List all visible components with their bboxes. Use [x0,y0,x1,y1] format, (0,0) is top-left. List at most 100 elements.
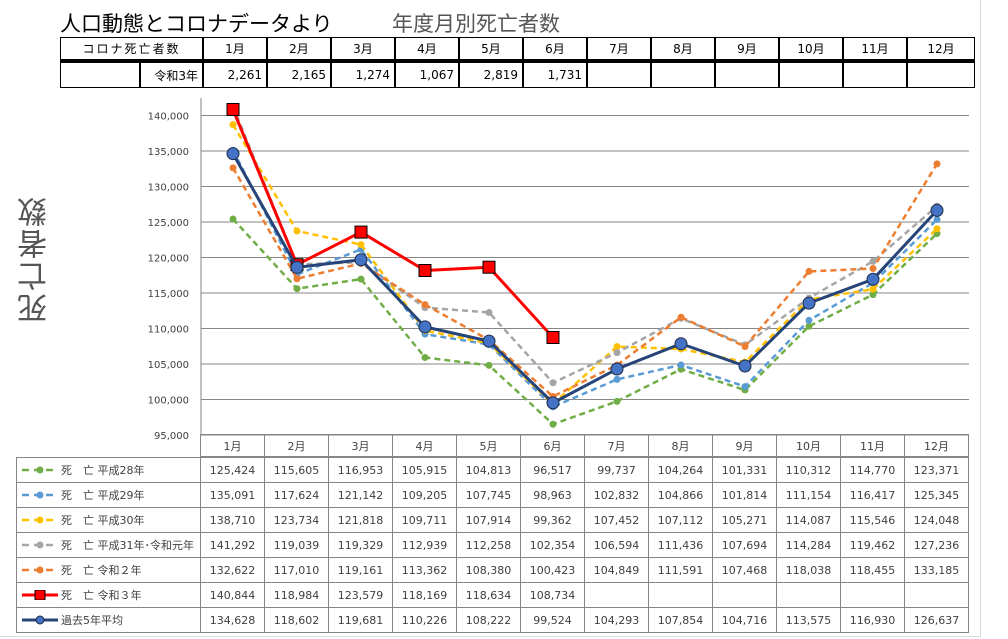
data-point-circle [805,267,813,275]
data-point-circle [869,291,877,299]
data-value-cell: 138,710 [200,507,265,533]
covid-value-cell [715,62,779,88]
data-value-cell: 109,711 [392,507,457,533]
data-value-cell: 123,579 [328,582,393,608]
data-point-circle [805,316,813,324]
legend-entry: 死 亡 令和３年 [16,582,201,608]
covid-value-cell: 1,067 [395,62,459,88]
series-line-3 [231,105,938,385]
data-value-cell [712,582,777,608]
covid-month-header: 11月 [843,37,907,62]
data-value-cell: 119,329 [328,532,393,558]
data-point-circle [933,160,941,168]
covid-month-header: 12月 [907,37,975,62]
x-tick-label: 3月 [328,434,393,457]
covid-value-cell [587,62,651,88]
data-point-circle [741,342,749,350]
data-value-cell [840,582,905,608]
data-value-cell: 119,161 [328,557,393,583]
data-value-cell: 106,594 [584,532,649,558]
data-point-circle [613,349,621,357]
data-value-cell: 99,362 [520,507,585,533]
series-line-4 [231,163,939,398]
data-value-cell: 133,185 [904,557,969,583]
covid-month-header: 2月 [267,37,331,62]
data-value-cell: 107,452 [584,507,649,533]
covid-month-header: 5月 [459,37,523,62]
data-point-circle [869,285,877,293]
legend-key-icon [22,590,58,600]
data-point-circle [549,420,557,428]
data-point-circle [418,320,432,334]
data-point-circle [290,260,304,274]
legend-label: 死 亡 平成30年 [61,514,145,527]
data-value-cell: 119,039 [264,532,329,558]
legend-key-icon [22,566,58,574]
x-tick-label: 9月 [712,434,777,457]
data-point-circle [869,257,877,265]
covid-table-empty-cell [60,62,140,88]
data-value-cell: 104,849 [584,557,649,583]
legend-key-icon [22,516,58,524]
data-value-cell: 125,345 [904,482,969,508]
legend-label: 死 亡 令和３年 [61,589,142,602]
data-point-circle [293,285,301,293]
chart-subtitle: 年度月別死亡者数 [392,12,560,36]
data-point-square [354,225,368,239]
legend-entry: 死 亡 平成29年 [16,482,201,508]
legend-label: 死 亡 令和２年 [61,564,142,577]
data-point-circle [421,301,429,309]
x-tick-label: 2月 [264,434,329,457]
legend-entry: 過去5年平均 [16,607,201,633]
covid-value-cell: 1,274 [331,62,395,88]
x-tick-label: 1月 [200,434,265,457]
data-point-circle [738,359,752,373]
data-value-cell: 98,963 [520,482,585,508]
data-point-circle [357,241,365,249]
data-value-cell: 115,605 [264,457,329,483]
data-value-cell: 116,930 [840,607,905,633]
covid-value-cell [843,62,907,88]
y-tick-label: 140,000 [148,112,189,123]
page-title: 人口動態とコロナデータより [60,12,333,36]
data-value-cell: 100,423 [520,557,585,583]
data-value-cell: 117,624 [264,482,329,508]
data-point-circle [674,337,688,351]
data-point-circle [421,354,429,362]
data-point-circle [805,322,813,330]
legend-key-icon [22,615,58,625]
data-point-circle [357,275,365,283]
data-value-cell: 111,154 [776,482,841,508]
x-tick-label: 10月 [776,434,841,457]
data-value-cell: 107,914 [456,507,521,533]
data-value-cell: 118,634 [456,582,521,608]
data-value-cell: 111,436 [648,532,713,558]
data-value-cell: 96,517 [520,457,585,483]
data-value-cell: 108,222 [456,607,521,633]
data-value-cell: 118,169 [392,582,457,608]
data-value-cell: 123,371 [904,457,969,483]
data-value-cell: 107,854 [648,607,713,633]
covid-value-cell: 1,731 [523,62,587,88]
data-value-cell: 105,915 [392,457,457,483]
data-point-circle [930,203,944,217]
data-value-cell: 124,048 [904,507,969,533]
data-value-cell [648,582,713,608]
data-point-circle [866,272,880,286]
data-value-cell: 99,524 [520,607,585,633]
data-point-circle [933,225,941,233]
data-value-cell: 113,362 [392,557,457,583]
data-value-cell: 115,546 [840,507,905,533]
legend-key-icon [22,466,58,474]
data-value-cell: 104,264 [648,457,713,483]
y-tick-label: 125,000 [148,218,189,229]
y-tick-label: 110,000 [148,325,189,336]
x-tick-label: 6月 [520,434,585,457]
data-value-cell: 105,271 [712,507,777,533]
data-value-cell [584,582,649,608]
data-value-cell: 118,038 [776,557,841,583]
covid-table-label: コロナ死亡者数 [60,37,203,62]
x-tick-label: 11月 [840,434,905,457]
y-tick-label: 95,000 [154,431,189,442]
